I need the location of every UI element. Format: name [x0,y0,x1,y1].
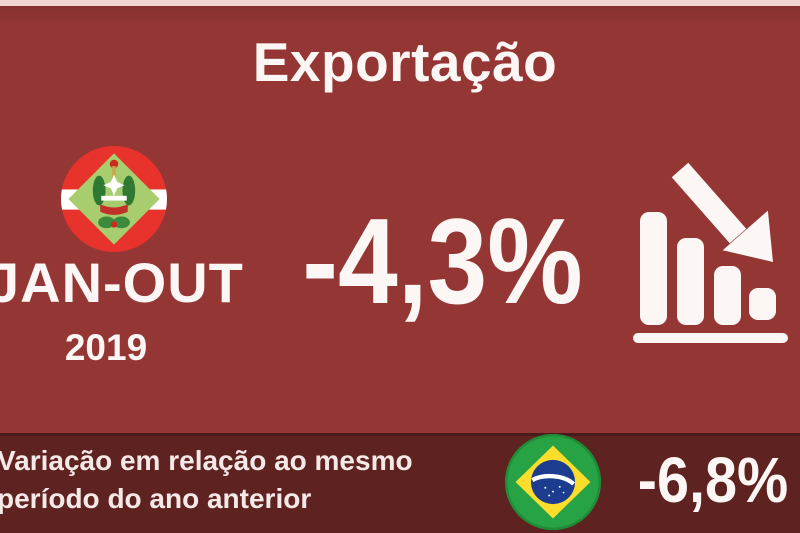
declining-bar-chart-arrow-icon [633,162,788,343]
footer-caption-line1: Variação em relação ao mesmo [0,445,413,476]
santa-catarina-flag-icon [61,146,167,252]
footer-caption-line2: período do ano anterior [0,483,312,514]
top-accent-strip [0,0,800,6]
footer-bar [0,433,800,533]
brazil-stat-value: -6,8% [637,444,789,516]
period-range-label: JAN-OUT [0,251,244,314]
brazil-flag-icon [505,434,601,530]
top-shadow [0,6,800,24]
footer-caption: Variação em relação ao mesmo período do … [0,442,413,518]
period-year-label: 2019 [64,327,148,368]
main-stat-value: -4,3% [302,193,583,329]
page-title: Exportação [252,31,558,93]
